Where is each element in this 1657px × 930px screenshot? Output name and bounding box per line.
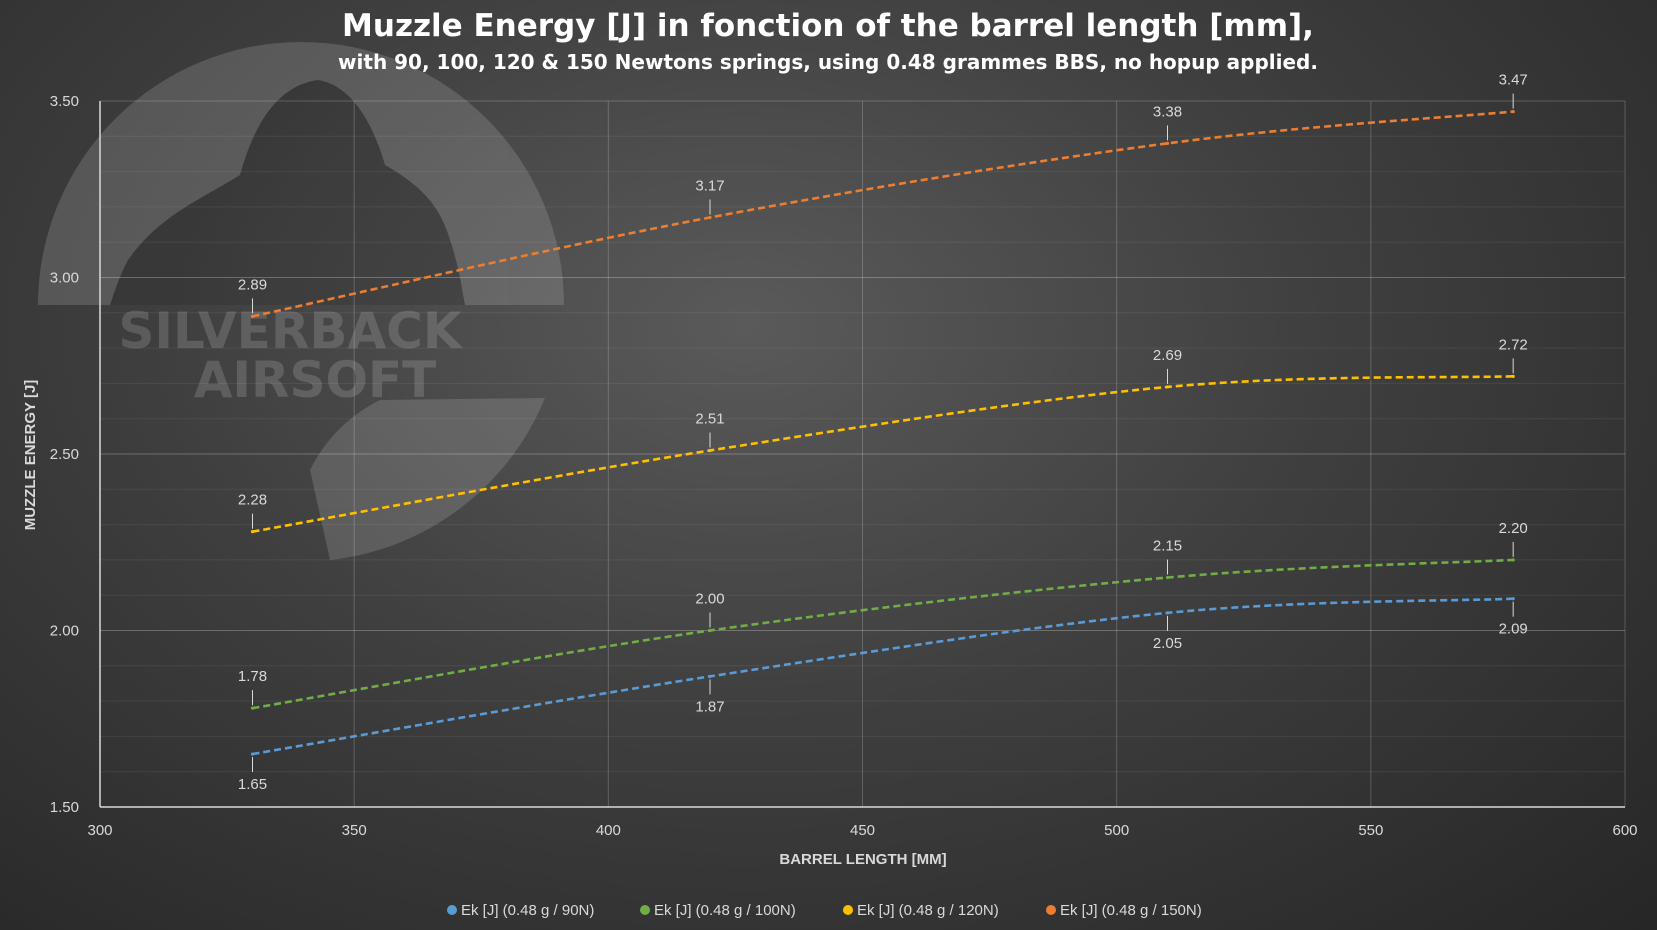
legend-item-1: Ek [J] (0.48 g / 90N) <box>447 902 594 919</box>
legend-label: Ek [J] (0.48 g / 150N) <box>1060 902 1202 919</box>
y-axis-label: MUZZLE ENERGY [J] <box>22 380 39 531</box>
data-label: 3.38 <box>1153 103 1182 120</box>
data-label: 2.72 <box>1499 336 1528 353</box>
x-tick-label: 400 <box>596 822 621 839</box>
legend-item-2: Ek [J] (0.48 g / 100N) <box>640 902 796 919</box>
watermark-gorilla <box>110 80 465 305</box>
data-label: 2.05 <box>1153 635 1182 652</box>
data-point <box>708 448 712 453</box>
legend-item-4: Ek [J] (0.48 g / 150N) <box>1046 902 1202 919</box>
data-point <box>708 215 712 220</box>
data-labels: 1.65 1.87 2.05 2.09 1.78 2.00 2.15 2.20 2.28 2.51… <box>238 72 1528 793</box>
watermark-circle <box>38 42 564 305</box>
y-tick-label: 2.50 <box>50 446 79 463</box>
data-label: 1.65 <box>238 776 267 793</box>
watermark-logo: SILVERBACK AIRSOFT <box>38 42 564 560</box>
legend-marker <box>1046 905 1056 915</box>
legend-label: Ek [J] (0.48 g / 100N) <box>654 902 796 919</box>
series-line-3 <box>252 375 1514 533</box>
grid <box>100 100 1626 808</box>
data-point <box>1165 575 1170 580</box>
legend-label: Ek [J] (0.48 g / 90N) <box>461 902 594 919</box>
data-label: 2.51 <box>695 410 724 427</box>
data-point <box>1165 385 1170 389</box>
data-point <box>1165 611 1170 615</box>
data-point <box>708 628 712 633</box>
y-tick-label: 3.50 <box>50 93 79 110</box>
x-tick-label: 450 <box>850 822 875 839</box>
x-tick-label: 500 <box>1104 822 1129 839</box>
y-tick-label: 3.00 <box>50 270 79 287</box>
y-tick-label: 2.00 <box>50 623 79 640</box>
data-point <box>250 530 255 534</box>
y-tick-label: 1.50 <box>50 799 79 816</box>
chart-title: Muzzle Energy [J] in fonction of the bar… <box>342 8 1314 44</box>
data-label: 2.00 <box>695 591 724 608</box>
legend-marker <box>447 905 457 915</box>
data-point <box>250 752 255 756</box>
data-label: 1.87 <box>695 698 724 715</box>
series-line-2 <box>252 558 1514 710</box>
data-point <box>1511 109 1515 114</box>
legend: Ek [J] (0.48 g / 90N) Ek [J] (0.48 g / 10… <box>447 902 1202 919</box>
x-tick-label: 300 <box>87 822 112 839</box>
data-point <box>1511 558 1515 562</box>
series-line-4 <box>252 110 1514 318</box>
legend-item-3: Ek [J] (0.48 g / 120N) <box>843 902 999 919</box>
x-tick-label: 550 <box>1358 822 1383 839</box>
watermark-line-1: SILVERBACK <box>118 302 463 360</box>
data-label: 3.47 <box>1499 72 1528 89</box>
series-lines <box>250 109 1515 756</box>
data-label: 2.28 <box>238 492 267 509</box>
data-point <box>1511 374 1515 378</box>
data-label: 3.17 <box>695 177 724 194</box>
axes <box>99 101 1625 808</box>
data-label: 1.78 <box>238 668 267 685</box>
chart-subtitle: with 90, 100, 120 & 150 Newtons springs,… <box>338 50 1318 74</box>
data-point <box>250 314 255 318</box>
watermark-line-2: AIRSOFT <box>194 351 437 409</box>
legend-marker <box>843 905 853 915</box>
data-point <box>1165 141 1170 145</box>
x-tick-label: 350 <box>342 822 367 839</box>
data-point <box>1511 597 1515 601</box>
legend-marker <box>640 905 650 915</box>
watermark-lower-shape <box>310 398 545 560</box>
data-point <box>708 674 712 678</box>
data-label: 2.20 <box>1499 520 1528 537</box>
data-label: 2.15 <box>1153 538 1182 555</box>
x-tick-labels: 300 350 400 450 500 550 600 <box>87 822 1637 839</box>
legend-label: Ek [J] (0.48 g / 120N) <box>857 902 999 919</box>
series-line-1 <box>252 597 1514 756</box>
data-label: 2.69 <box>1153 347 1182 364</box>
data-label: 2.89 <box>238 276 267 293</box>
x-tick-label: 600 <box>1612 822 1637 839</box>
data-label: 2.09 <box>1499 621 1528 638</box>
x-axis-label: BARREL LENGTH [MM] <box>779 851 946 868</box>
y-tick-labels: 1.50 2.00 2.50 3.00 3.50 <box>50 93 79 816</box>
data-point <box>250 706 255 710</box>
